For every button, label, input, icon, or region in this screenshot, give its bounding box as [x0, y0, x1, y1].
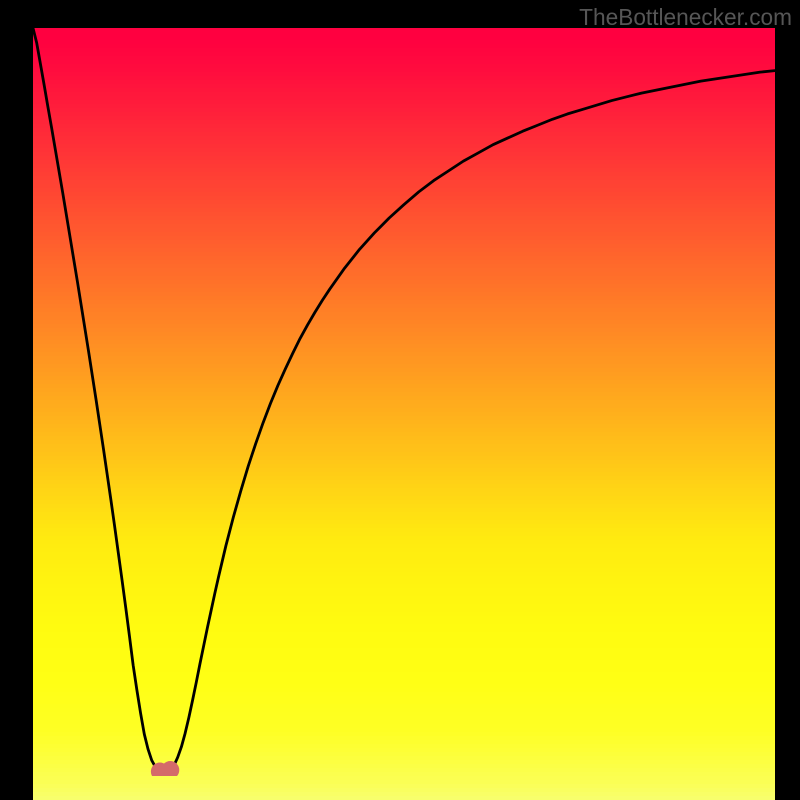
curve-svg: [33, 28, 775, 776]
minimum-marker: [161, 761, 179, 776]
bottleneck-curve: [33, 28, 775, 772]
chart-root: TheBottlenecker.com: [0, 0, 800, 800]
plot-frame: [33, 28, 775, 776]
watermark-text: TheBottlenecker.com: [579, 4, 792, 31]
